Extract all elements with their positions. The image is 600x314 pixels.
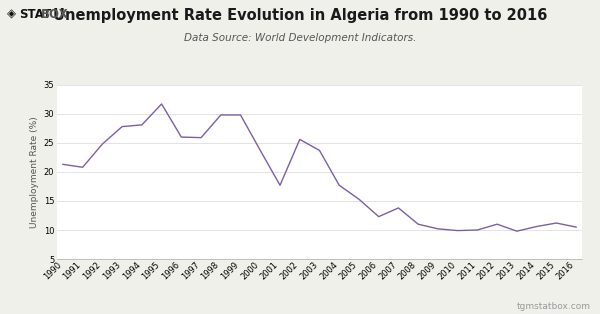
Text: Data Source: World Development Indicators.: Data Source: World Development Indicator… (184, 33, 416, 43)
Text: tgmstatbox.com: tgmstatbox.com (517, 302, 591, 311)
Text: STAT: STAT (19, 8, 52, 21)
Y-axis label: Unemployment Rate (%): Unemployment Rate (%) (31, 116, 40, 228)
Text: BOX: BOX (41, 8, 68, 21)
Text: ◈: ◈ (7, 8, 16, 21)
Text: Unemployment Rate Evolution in Algeria from 1990 to 2016: Unemployment Rate Evolution in Algeria f… (53, 8, 547, 23)
